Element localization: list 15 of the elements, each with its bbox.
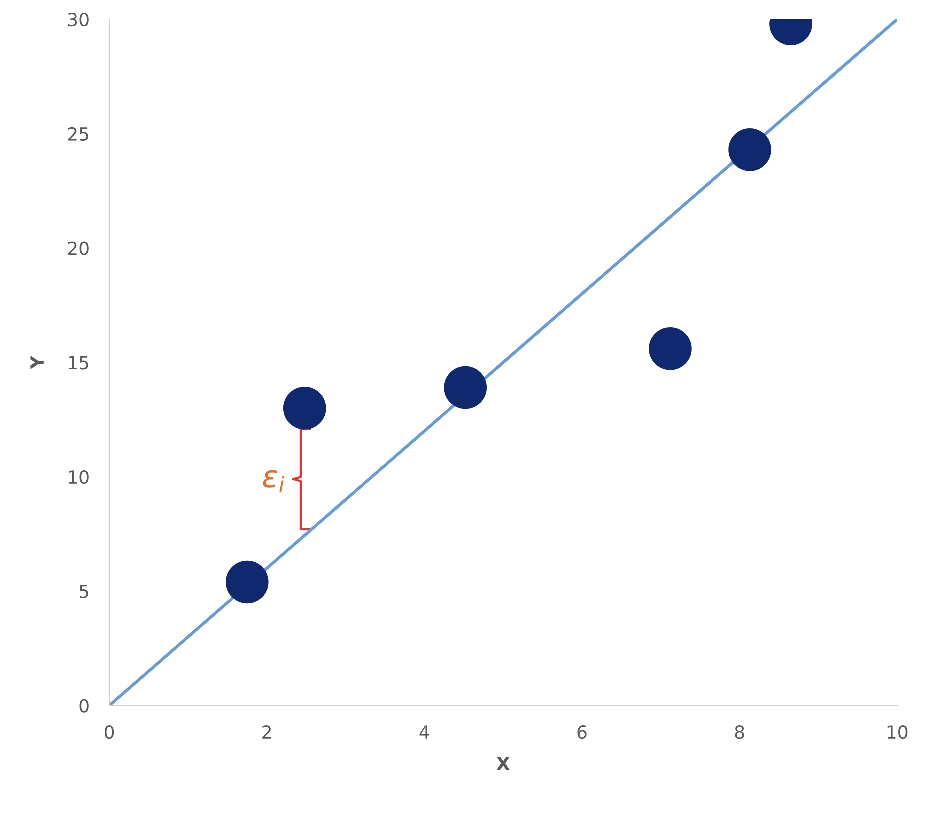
- y-tick-label: 20: [68, 242, 89, 256]
- x-axis-title: X: [496, 757, 510, 770]
- x-tick-label: 2: [262, 726, 272, 739]
- y-tick-label: 15: [69, 356, 88, 370]
- y-tick-label: 25: [68, 127, 88, 142]
- y-tick-label: 0: [80, 699, 89, 713]
- x-tick-label: 8: [735, 726, 744, 740]
- x-tick-label: 0: [104, 726, 114, 740]
- y-tick-label: 5: [80, 585, 88, 598]
- y-tick-label: 10: [69, 470, 89, 484]
- x-tick-label: 4: [420, 726, 430, 739]
- y-axis-title: Y: [30, 356, 44, 370]
- x-tick-label: 6: [578, 726, 587, 740]
- y-tick-label: 30: [68, 12, 89, 27]
- x-tick-label: 10: [888, 726, 908, 740]
